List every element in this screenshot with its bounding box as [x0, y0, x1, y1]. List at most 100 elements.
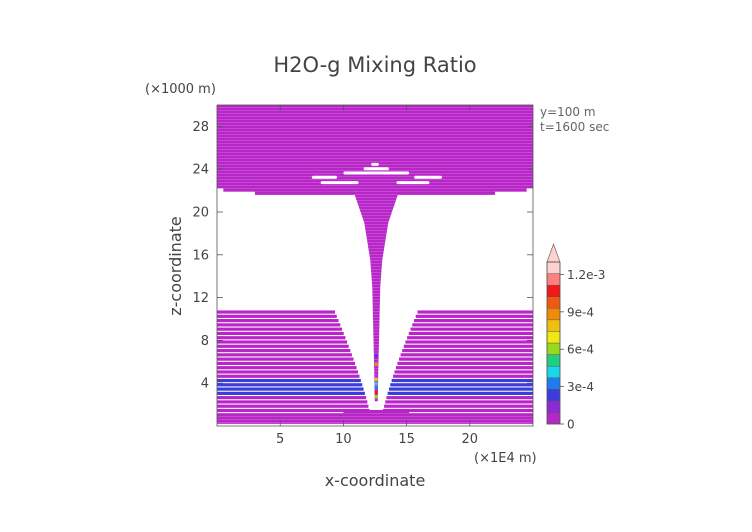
lower-band-stripe — [412, 323, 533, 327]
upper-band-gap — [363, 167, 389, 171]
lower-band-stripe — [217, 400, 368, 404]
lower-band-stripe — [217, 378, 361, 383]
colorbar-segment — [546, 284, 561, 297]
colorbar-segment — [546, 354, 561, 367]
lower-band-stripe — [217, 370, 359, 374]
lower-band-stripe — [217, 408, 370, 413]
column-core-cell — [374, 382, 378, 386]
column-core-cell — [374, 390, 378, 394]
y-unit-label: (×1000 m) — [145, 82, 216, 97]
plot-border — [216, 104, 534, 427]
lower-band-stripe — [217, 361, 356, 366]
lower-band-stripe — [391, 378, 533, 383]
lower-band-stripe — [410, 327, 533, 331]
upper-band-gap — [343, 171, 410, 175]
lower-band-stripe — [393, 374, 533, 378]
x-tick-label: 5 — [276, 432, 284, 447]
lower-band-stripe — [217, 383, 363, 387]
lower-band-stripe — [217, 348, 351, 353]
lower-band-stripe — [217, 396, 367, 400]
colorbar-segment — [546, 412, 561, 425]
y-ticks: 4 8 12 16 20 24 28 — [192, 120, 533, 392]
x-tick-label: 15 — [398, 432, 415, 447]
colorbar-segment — [546, 319, 561, 332]
x-tick-label: 10 — [335, 432, 352, 447]
surface-layer — [217, 413, 533, 424]
y-tick-label: 12 — [192, 291, 209, 306]
y-tick-label: 28 — [192, 120, 209, 135]
lower-band-stripe — [217, 340, 348, 344]
colorbar-label: 6e-4 — [567, 343, 594, 357]
colorbar-segment — [546, 342, 561, 355]
lower-band-stripe — [217, 404, 369, 408]
lower-band-stripe — [383, 408, 533, 413]
lower-band-stripe — [413, 319, 533, 323]
info-line-2: t=1600 sec — [540, 120, 609, 134]
lower-band-stripe — [387, 391, 533, 395]
colorbar-segment — [546, 377, 561, 390]
y-axis-label: z-coordinate — [166, 216, 185, 316]
upper-band-gap — [320, 181, 359, 185]
colorbar-segment — [546, 273, 561, 286]
lower-band-stripe — [390, 383, 533, 387]
lower-band-stripe — [397, 361, 533, 366]
lower-band-stripe — [217, 366, 357, 370]
x-tick-label: 20 — [462, 432, 479, 447]
lower-band-stripe — [217, 353, 352, 357]
lower-band-stripe — [217, 314, 337, 318]
lower-band-stripe — [217, 391, 365, 395]
column-core-cell — [374, 386, 378, 390]
info-line-1: y=100 m — [540, 105, 596, 119]
upper-band-gap — [396, 181, 430, 185]
lower-band-stripe — [395, 366, 533, 370]
lower-band-stripe — [217, 336, 346, 340]
y-tick-label: 16 — [192, 248, 209, 263]
surface-bump — [343, 409, 410, 414]
colorbar-segment — [546, 331, 561, 344]
colorbar-label: 9e-4 — [567, 305, 594, 319]
lower-band-stripe — [217, 387, 364, 391]
lower-band-stripe — [417, 310, 533, 314]
plot-field — [217, 105, 533, 424]
lower-band-stripe — [394, 370, 533, 374]
x-axis-label: x-coordinate — [325, 471, 426, 490]
column-core-cell — [374, 377, 378, 382]
upper-band — [217, 105, 533, 189]
lower-band-stripe — [399, 357, 533, 361]
lower-band-stripe — [217, 323, 341, 327]
lower-band-stripe — [385, 400, 533, 404]
lower-band-stripe — [217, 319, 339, 323]
colorbar-label: 3e-4 — [567, 380, 594, 394]
lower-band-stripe — [408, 331, 533, 336]
colorbar-label: 0 — [567, 418, 575, 432]
lower-band-stripe — [400, 353, 533, 357]
lower-band-stripe — [217, 374, 360, 378]
colorbar-segment — [546, 308, 561, 321]
column-core-cell — [374, 394, 378, 399]
upper-band-gap — [371, 162, 379, 166]
colorbar-segment — [546, 261, 561, 274]
lower-band-stripe — [405, 340, 533, 344]
y-tick-label: 24 — [192, 163, 209, 178]
colorbar-segment — [546, 365, 561, 378]
lower-band-stripe — [388, 387, 533, 391]
lower-band-stripe — [217, 344, 349, 348]
y-tick-label: 8 — [201, 334, 209, 349]
x-ticks: 5 10 15 20 — [276, 105, 478, 447]
lower-band-stripe — [384, 404, 533, 408]
lower-band-stripe — [386, 396, 533, 400]
upper-band-gap — [311, 175, 338, 179]
colorbar-extend-arrow — [546, 243, 561, 263]
chart-title: H2O-g Mixing Ratio — [273, 53, 476, 77]
upper-band-edge — [223, 188, 527, 192]
y-tick-label: 20 — [192, 206, 209, 221]
colorbar-segment — [546, 389, 561, 402]
lower-band-stripe — [217, 331, 344, 336]
lower-band-stripe — [217, 310, 336, 314]
x-unit-label: (×1E4 m) — [474, 451, 537, 466]
lower-band-stripe — [402, 348, 533, 353]
lower-band-stripe — [415, 314, 533, 318]
convective-column — [353, 190, 400, 402]
upper-band-gap — [414, 175, 442, 179]
